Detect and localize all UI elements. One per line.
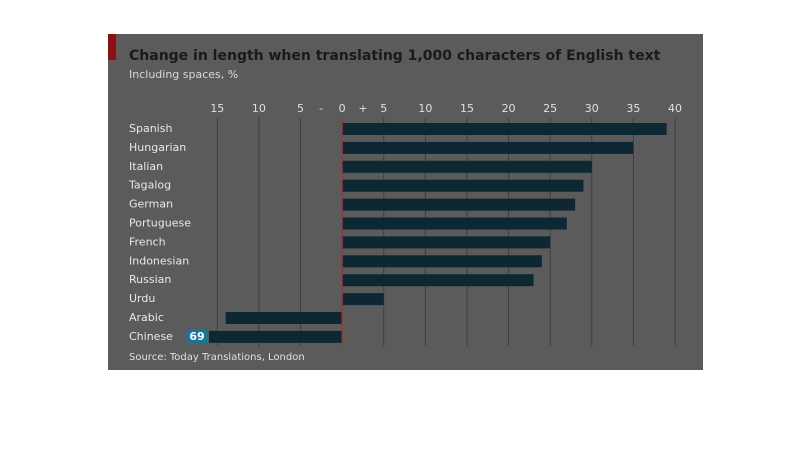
y-tick-label: Spanish — [129, 122, 172, 135]
bar — [342, 141, 634, 154]
bar — [342, 293, 384, 306]
x-tick-label: 30 — [585, 102, 599, 115]
y-tick-label: Tagalog — [128, 179, 171, 192]
brand-tab — [108, 34, 116, 60]
bar — [225, 312, 343, 324]
bar — [342, 123, 667, 135]
bar — [342, 274, 534, 287]
bar — [342, 179, 584, 192]
x-tick-label: 20 — [502, 102, 516, 115]
x-tick-label: 35 — [626, 102, 640, 115]
x-tick-label: 25 — [543, 102, 557, 115]
minus-sign: - — [319, 102, 323, 115]
bar — [342, 255, 542, 268]
x-tick-label: 40 — [668, 102, 682, 115]
y-tick-label: Portuguese — [129, 217, 191, 230]
bar — [342, 198, 576, 211]
x-tick-label: 0 — [339, 102, 346, 115]
y-tick-label: Urdu — [129, 292, 155, 305]
bar — [342, 160, 592, 173]
plus-sign: + — [358, 102, 367, 115]
value-label-box — [186, 329, 208, 344]
y-tick-label: French — [129, 235, 166, 248]
plot-area — [209, 123, 667, 343]
y-tick-label: Russian — [129, 273, 171, 286]
y-tick-label: German — [129, 198, 173, 211]
y-tick-label: Chinese — [129, 330, 173, 343]
y-tick-label: Arabic — [129, 311, 164, 324]
x-tick-label: 15 — [210, 102, 224, 115]
x-tick-label: 10 — [252, 102, 266, 115]
y-tick-label: Italian — [129, 160, 163, 173]
value-label: 69 — [189, 330, 204, 343]
chart-subtitle: Including spaces, % — [129, 68, 238, 81]
x-tick-label: 15 — [460, 102, 474, 115]
y-tick-label: Hungarian — [129, 141, 186, 154]
y-tick-label: Indonesian — [129, 254, 189, 267]
x-tick-label: 5 — [297, 102, 304, 115]
bar — [342, 236, 551, 249]
x-tick-label: 5 — [380, 102, 387, 115]
bar — [342, 217, 567, 230]
bar — [209, 330, 343, 343]
chart-title: Change in length when translating 1,000 … — [129, 48, 661, 64]
source: Source: Today Translations, London — [129, 352, 305, 363]
x-tick-label: 10 — [418, 102, 432, 115]
